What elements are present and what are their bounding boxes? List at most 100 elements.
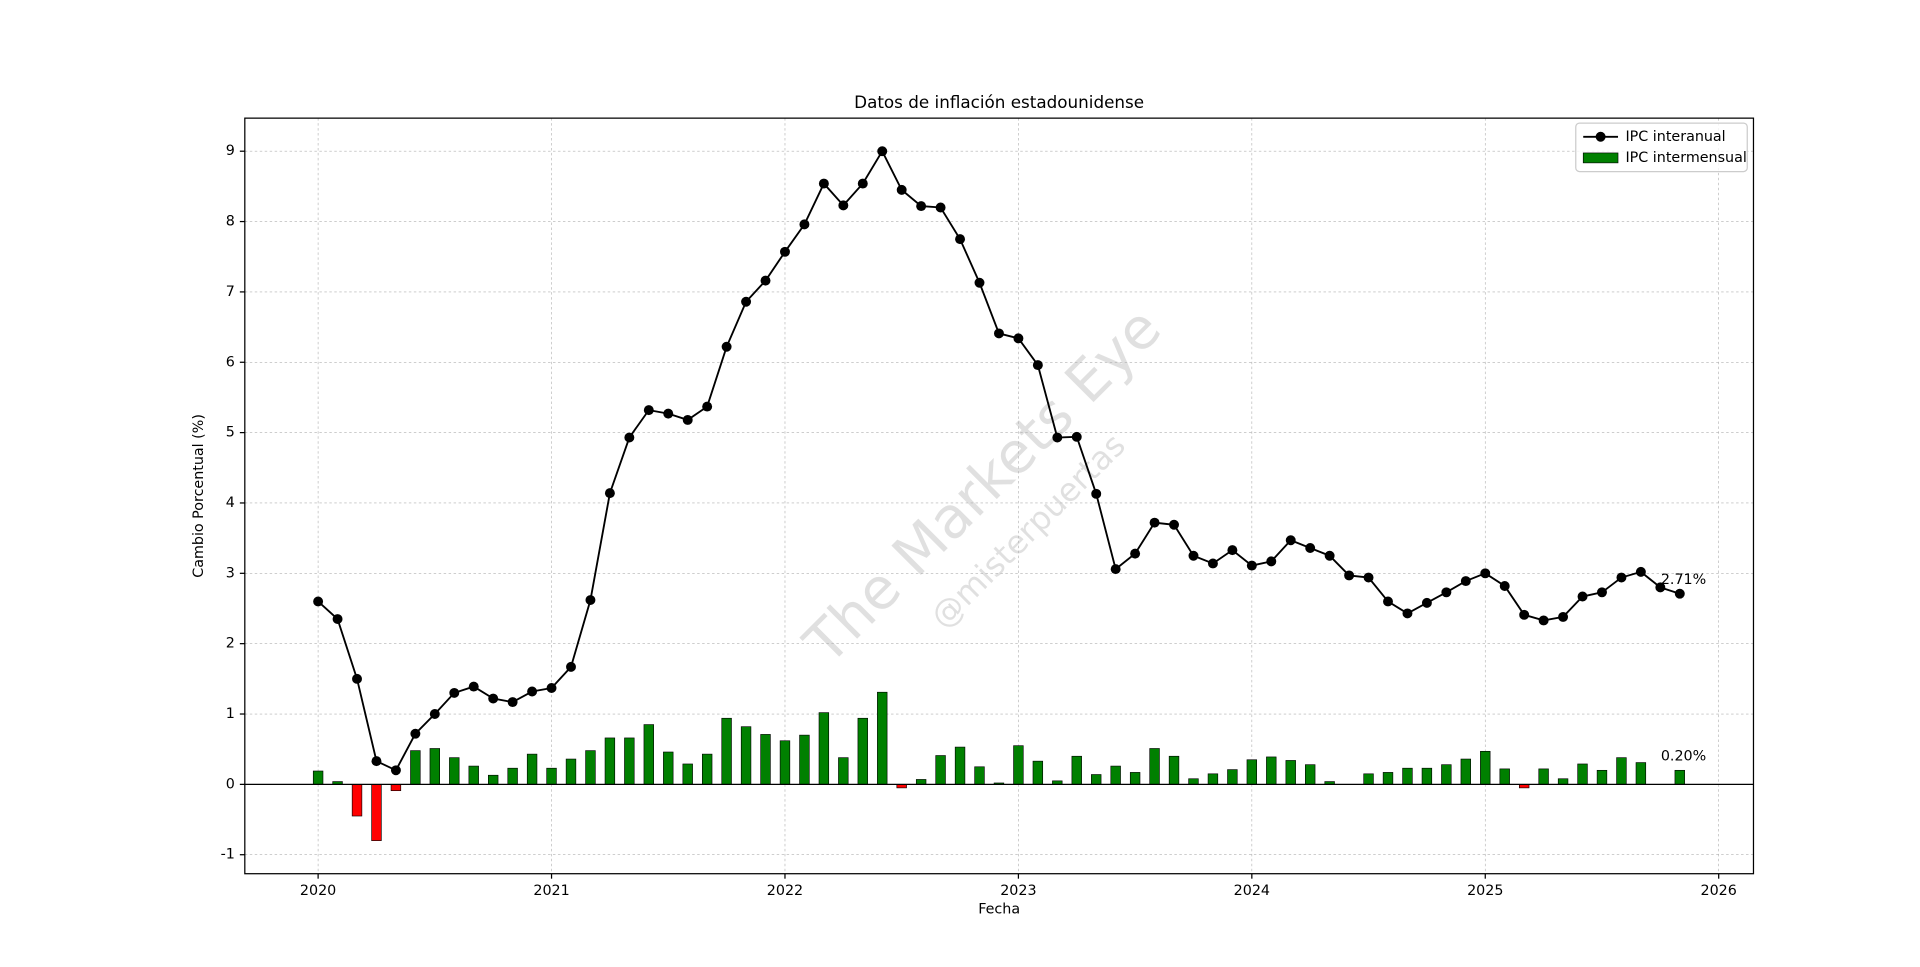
bar: [488, 774, 499, 785]
marker: [974, 277, 985, 288]
marker: [663, 408, 674, 419]
y-tick-label: 8: [226, 214, 235, 230]
bar: [935, 755, 946, 785]
marker: [721, 341, 732, 352]
y-tick-label: 5: [226, 425, 235, 441]
bar: [818, 712, 830, 785]
marker: [1383, 596, 1393, 607]
bar: [1382, 772, 1394, 785]
marker: [877, 146, 888, 157]
marker: [682, 414, 693, 425]
marker: [1285, 535, 1296, 546]
bar: [1305, 764, 1316, 785]
x-tick-label: 2023: [1000, 883, 1036, 899]
marker: [955, 234, 966, 245]
bar: [1013, 745, 1024, 785]
legend-label: IPC interanual: [1625, 129, 1725, 145]
marker: [799, 219, 810, 230]
marker: [935, 202, 946, 213]
bar: [1188, 778, 1199, 785]
marker: [702, 401, 713, 412]
bar: [624, 737, 635, 785]
watermark: The Markets Eye @misterpuertas: [791, 295, 1174, 678]
marker: [896, 184, 907, 195]
marker: [1344, 570, 1355, 581]
bar: [1441, 764, 1452, 785]
bar: [877, 691, 888, 785]
bar: [546, 767, 557, 785]
bar: [1110, 765, 1121, 785]
value-label: 0.20%: [1661, 749, 1706, 765]
bar: [740, 726, 752, 785]
bar: [1032, 760, 1044, 785]
marker: [527, 686, 538, 697]
legend: IPC interanual IPC intermensual: [1575, 122, 1748, 173]
x-tick-label: 2020: [300, 883, 336, 899]
bar: [701, 753, 713, 785]
chart-title: Datos de inflación estadounidense: [854, 92, 1144, 112]
bar: [954, 746, 966, 785]
bar: [1577, 763, 1588, 785]
marker: [1577, 591, 1588, 602]
marker: [1188, 550, 1199, 561]
marker: [352, 673, 362, 684]
bar: [1421, 767, 1433, 785]
marker: [1499, 581, 1510, 591]
marker: [760, 275, 771, 286]
marker: [371, 756, 382, 767]
x-axis-label: Fecha: [978, 902, 1020, 918]
marker: [1207, 558, 1218, 569]
marker: [1655, 582, 1666, 593]
bar: [312, 770, 324, 785]
bar: [585, 750, 596, 785]
bar: [915, 779, 927, 785]
bar: [1480, 750, 1491, 785]
bar: [643, 724, 654, 785]
marker: [468, 681, 479, 692]
x-tick-label: 2026: [1701, 883, 1737, 899]
bar: [1227, 769, 1238, 785]
bar: [1266, 756, 1277, 785]
plot-frame: [244, 117, 1755, 875]
bar: [974, 766, 985, 785]
marker: [1402, 608, 1413, 619]
marker: [1091, 488, 1102, 499]
marker: [488, 693, 499, 704]
marker: [332, 614, 343, 625]
marker: [993, 328, 1004, 339]
legend-box: [1575, 122, 1748, 173]
marker: [429, 709, 440, 719]
marker: [1246, 560, 1257, 571]
bar: [760, 734, 771, 785]
bar: [565, 758, 577, 785]
marker: [818, 178, 829, 189]
marker: [1558, 611, 1569, 622]
bar: [663, 751, 674, 785]
y-axis-label: Cambio Porcentual (%): [191, 414, 207, 578]
y-tick-label: 9: [226, 143, 235, 159]
y-tick-label: 6: [226, 354, 235, 370]
y-tick-label: 0: [226, 776, 235, 792]
marker: [643, 405, 654, 416]
watermark-text: The Markets Eye: [791, 295, 1174, 678]
marker: [916, 201, 927, 212]
bar: [1091, 774, 1102, 785]
marker: [1538, 615, 1549, 626]
marker: [1071, 431, 1082, 442]
bar: [857, 717, 868, 785]
marker: [780, 246, 790, 257]
x-tick-label: 2025: [1467, 883, 1503, 899]
y-tick-label: 2: [226, 636, 235, 652]
marker: [1635, 566, 1646, 577]
marker: [1616, 572, 1627, 583]
marker: [410, 728, 421, 739]
bar: [1129, 772, 1141, 785]
bar: [1635, 762, 1647, 785]
bar: [351, 784, 363, 817]
bar-series: [312, 691, 1685, 841]
y-tick-label: -1: [221, 847, 235, 863]
marker: [624, 432, 635, 443]
marker: [566, 661, 576, 672]
